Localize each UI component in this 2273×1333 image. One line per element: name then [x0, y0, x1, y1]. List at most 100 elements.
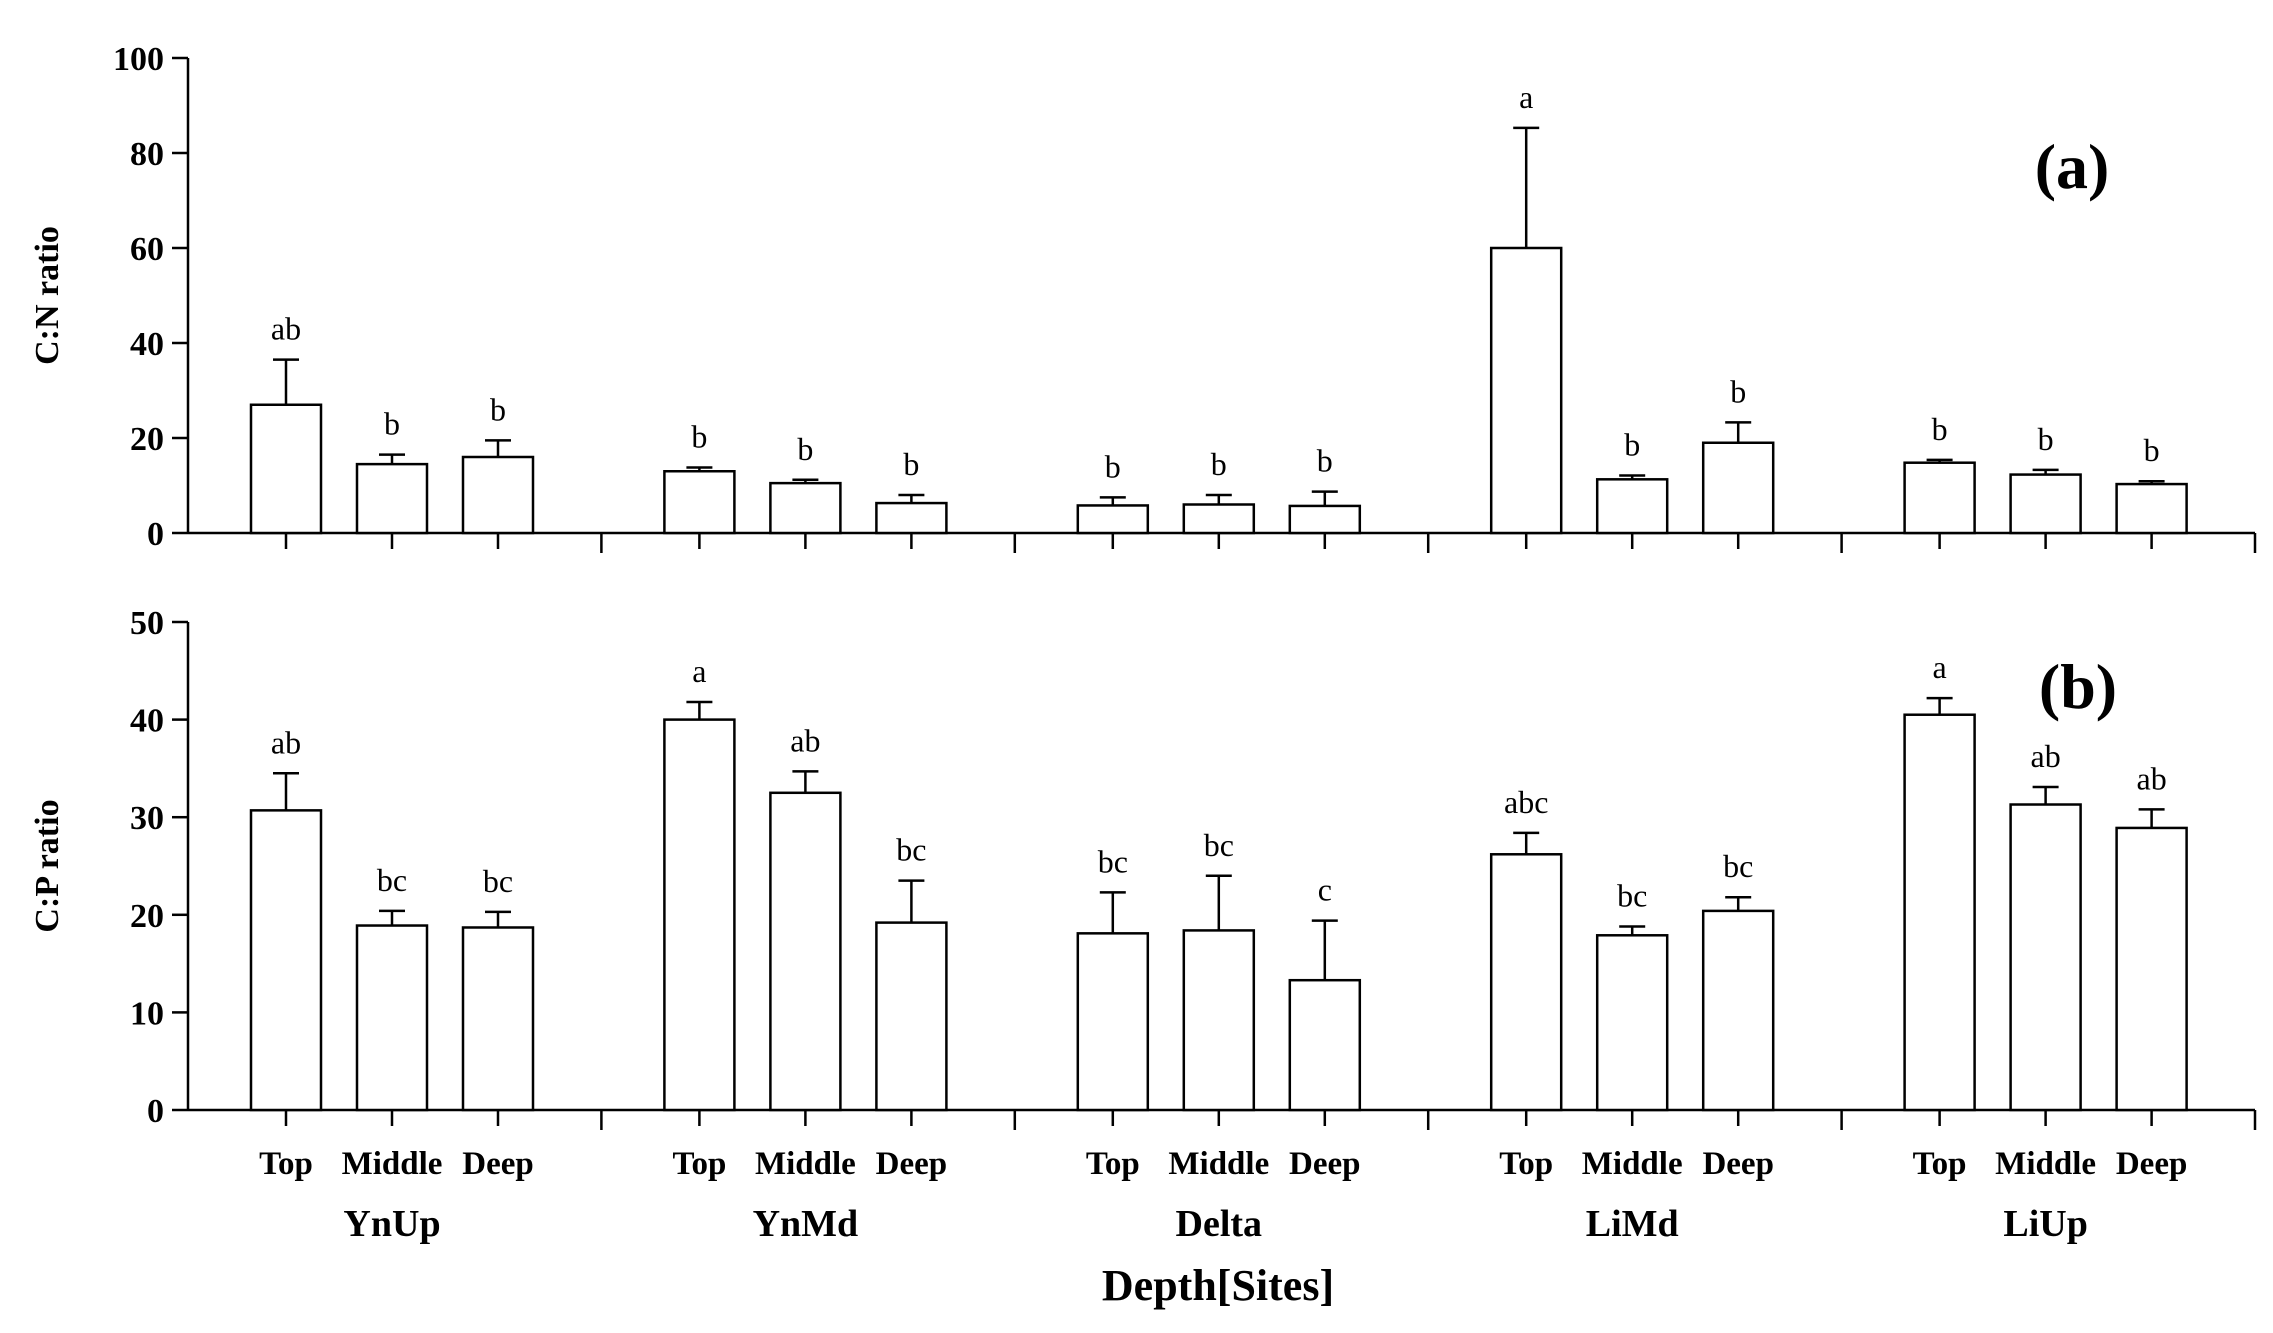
depth-tick-label: Deep — [1289, 1146, 1360, 1182]
significance-letter: b — [1624, 427, 1640, 463]
depth-tick-label: Deep — [1702, 1146, 1773, 1182]
y-axis-label: C:P ratio — [29, 799, 66, 932]
site-label: YnMd — [753, 1203, 859, 1245]
significance-letter: b — [490, 391, 506, 427]
y-tick-label: 80 — [130, 136, 164, 173]
x-axis-title: Depth[Sites] — [1102, 1261, 1334, 1310]
significance-letter: bc — [1617, 878, 1647, 914]
y-tick-label: 100 — [113, 41, 164, 78]
y-tick-label: 60 — [130, 231, 164, 268]
significance-letter: ab — [271, 311, 301, 347]
depth-tick-label: Middle — [755, 1146, 856, 1182]
bar — [1182, 503, 1256, 535]
bar — [1903, 461, 1976, 535]
y-tick-label: 0 — [147, 516, 164, 553]
bar — [1489, 246, 1563, 535]
significance-letter: a — [692, 653, 706, 689]
bar — [1288, 978, 1362, 1112]
panel-label: (b) — [2039, 651, 2117, 722]
bar — [1595, 478, 1669, 535]
significance-letter: a — [1519, 79, 1533, 115]
significance-letter: bc — [483, 863, 513, 899]
significance-letter: a — [1932, 649, 1946, 685]
bar — [663, 470, 736, 535]
significance-letter: abc — [1504, 784, 1548, 820]
panel-label: (a) — [2035, 131, 2110, 202]
bar — [355, 924, 429, 1112]
significance-letter: bc — [896, 832, 926, 868]
significance-letter: c — [1318, 872, 1332, 908]
bar — [769, 481, 842, 535]
y-tick-label: 20 — [130, 421, 164, 458]
depth-tick-label: Top — [1913, 1146, 1967, 1182]
significance-letter: ab — [2136, 760, 2166, 796]
significance-letter: b — [797, 431, 813, 467]
bar — [1489, 853, 1563, 1112]
bar — [1288, 504, 1362, 535]
depth-tick-label: Deep — [462, 1146, 533, 1182]
significance-letter: b — [2038, 421, 2054, 457]
depth-tick-label: Top — [259, 1146, 313, 1182]
y-tick-label: 30 — [130, 800, 164, 837]
bar — [1595, 934, 1669, 1112]
bar — [249, 403, 323, 535]
bar — [1182, 929, 1256, 1112]
x-axis-labels: Top Middle Deep YnUp Top Middle Deep YnMd Top Mid… — [259, 1146, 2187, 1310]
significance-letter: b — [1317, 443, 1333, 479]
bar — [875, 501, 948, 535]
bar — [1076, 504, 1150, 535]
significance-letter: b — [1211, 446, 1227, 482]
y-tick-label: 10 — [130, 995, 164, 1032]
bar — [249, 809, 323, 1112]
bar — [1903, 713, 1976, 1112]
y-tick-label: 50 — [130, 605, 164, 642]
bar — [663, 718, 736, 1112]
depth-tick-label: Middle — [342, 1146, 443, 1182]
significance-letter: ab — [271, 724, 301, 760]
bar — [461, 926, 535, 1112]
y-tick-label: 0 — [147, 1093, 164, 1130]
site-label: YnUp — [343, 1203, 440, 1245]
site-label: LiMd — [1586, 1203, 1679, 1245]
site-label: Delta — [1176, 1203, 1263, 1245]
bar — [2009, 803, 2082, 1112]
significance-letter: b — [903, 446, 919, 482]
bar — [2009, 473, 2082, 535]
depth-tick-label: Top — [1086, 1146, 1140, 1182]
depth-tick-label: Deep — [876, 1146, 947, 1182]
significance-letter: ab — [2030, 738, 2060, 774]
y-axis-label: C:N ratio — [29, 226, 66, 365]
bar — [355, 462, 429, 535]
depth-tick-label: Top — [672, 1146, 726, 1182]
significance-letter: b — [1932, 411, 1948, 447]
significance-letter: bc — [1098, 843, 1128, 879]
significance-letter: b — [384, 406, 400, 442]
depth-tick-label: Middle — [1168, 1146, 1269, 1182]
y-tick-label: 40 — [130, 326, 164, 363]
bar — [1076, 932, 1150, 1112]
significance-letter: b — [1730, 373, 1746, 409]
significance-letter: ab — [790, 722, 820, 758]
depth-tick-label: Middle — [1995, 1146, 2096, 1182]
bar — [2115, 482, 2188, 535]
y-tick-label: 40 — [130, 703, 164, 740]
significance-letter: b — [691, 418, 707, 454]
significance-letter: bc — [377, 862, 407, 898]
y-tick-label: 20 — [130, 898, 164, 935]
significance-letter: b — [1105, 448, 1121, 484]
site-label: LiUp — [2003, 1203, 2087, 1245]
significance-letter: bc — [1204, 827, 1234, 863]
depth-tick-label: Deep — [2116, 1146, 2187, 1182]
bar — [875, 921, 948, 1112]
significance-letter: bc — [1723, 848, 1753, 884]
depth-tick-label: Middle — [1582, 1146, 1683, 1182]
significance-letter: b — [2144, 432, 2160, 468]
depth-tick-label: Top — [1499, 1146, 1553, 1182]
bar — [1701, 441, 1775, 535]
bar — [461, 455, 535, 535]
bar — [2115, 826, 2188, 1112]
bar — [769, 791, 842, 1112]
